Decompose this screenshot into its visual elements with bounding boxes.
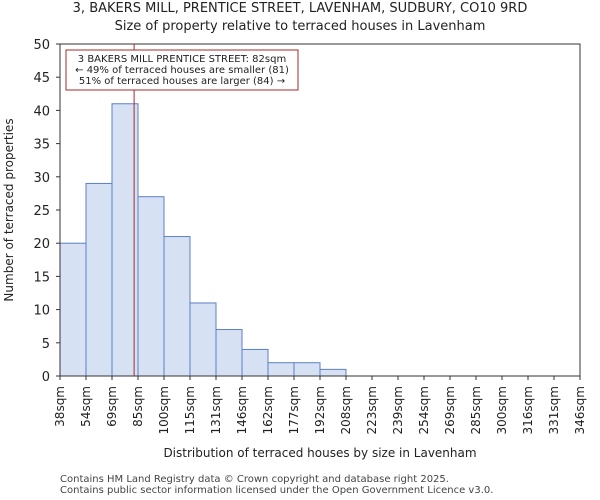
bar-54sqm [85, 182, 113, 377]
x-tick-label: 239sqm [391, 386, 405, 434]
x-tick-label: 300sqm [495, 386, 509, 434]
y-tick-label: 5 [42, 337, 50, 352]
bar-177sqm [293, 362, 321, 377]
x-tick-label: 285sqm [469, 386, 483, 434]
y-tick-label: 25 [33, 204, 50, 219]
y-tick-label: 20 [33, 237, 50, 252]
annotation-line-1: 3 BAKERS MILL PRENTICE STREET: 82sqm [78, 54, 286, 65]
y-tick-label: 15 [33, 270, 50, 285]
bars-group [59, 103, 347, 377]
x-tick-label: 54sqm [79, 386, 93, 427]
annotation-line-3: 51% of terraced houses are larger (84) → [79, 76, 285, 87]
x-axis-label: Distribution of terraced houses by size … [163, 446, 476, 460]
x-tick-label: 115sqm [183, 386, 197, 434]
plot-frame [59, 43, 581, 377]
x-tick-label: 146sqm [235, 386, 249, 434]
x-tick-label: 269sqm [443, 386, 457, 434]
x-tick-label: 38sqm [53, 386, 67, 427]
bar-146sqm [241, 348, 269, 377]
bar-131sqm [215, 329, 243, 377]
bar-192sqm [319, 368, 347, 377]
y-tick-label: 35 [33, 138, 50, 153]
bar-38sqm [59, 242, 87, 377]
footer-copyright: Contains HM Land Registry data © Crown c… [60, 474, 449, 485]
bar-115sqm [189, 302, 217, 377]
x-tick-label: 346sqm [573, 386, 587, 434]
x-tick-label: 100sqm [157, 386, 171, 434]
y-tick-label: 45 [33, 71, 50, 86]
y-axis-label: Number of terraced properties [2, 118, 16, 301]
y-tick-label: 40 [33, 104, 50, 119]
y-tick-label: 30 [33, 171, 50, 186]
x-tick-label: 223sqm [365, 386, 379, 434]
x-tick-label: 254sqm [417, 386, 431, 434]
y-axis-ticks: 0 5 10 15 20 25 30 35 40 45 50 [33, 38, 60, 385]
x-tick-label: 208sqm [339, 386, 353, 434]
bar-85sqm [137, 196, 165, 377]
x-tick-label: 131sqm [209, 386, 223, 434]
footer-licence: Contains public sector information licen… [60, 485, 494, 496]
x-axis-ticks: 38sqm 54sqm 69sqm 85sqm 100sqm 115sqm 131sqm 14… [53, 376, 587, 434]
x-tick-label: 69sqm [105, 386, 119, 427]
chart-subtitle: Size of property relative to terraced ho… [114, 19, 486, 34]
x-tick-label: 316sqm [521, 386, 535, 434]
y-tick-label: 10 [33, 304, 50, 319]
y-tick-label: 50 [33, 38, 50, 53]
x-tick-label: 192sqm [313, 386, 327, 434]
bar-100sqm [163, 236, 191, 377]
x-tick-label: 162sqm [261, 386, 275, 434]
x-tick-label: 85sqm [131, 386, 145, 427]
x-tick-label: 177sqm [287, 386, 301, 434]
chart-title: 3, BAKERS MILL, PRENTICE STREET, LAVENHA… [72, 1, 528, 16]
y-tick-label: 0 [42, 370, 50, 385]
annotation-line-2: ← 49% of terraced houses are smaller (81… [75, 65, 289, 76]
annotation-box: 3 BAKERS MILL PRENTICE STREET: 82sqm ← 4… [65, 49, 299, 91]
bar-162sqm [267, 362, 295, 377]
x-tick-label: 331sqm [547, 386, 561, 434]
